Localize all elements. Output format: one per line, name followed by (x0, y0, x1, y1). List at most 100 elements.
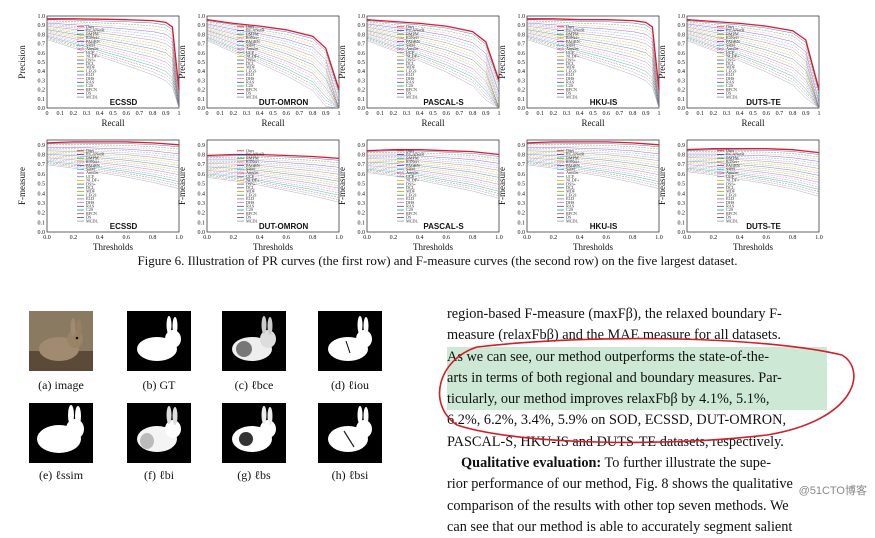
legend-entry: PiCANetR (726, 152, 744, 157)
legend-entry: NLDF+ (86, 178, 100, 183)
competitor-curve (206, 165, 340, 180)
legend-entry: MDF (86, 65, 96, 70)
y-tick-label: 0.6 (38, 172, 46, 178)
competitor-curve (526, 164, 660, 189)
competitor-curve (366, 21, 500, 87)
legend-entry: SRM (566, 167, 575, 172)
y-tick-label: 1.0 (358, 14, 366, 20)
x-tick-label: 0.5 (589, 111, 597, 117)
competitor-curve (686, 32, 820, 109)
competitor-curve (366, 26, 500, 104)
competitor-curve (46, 162, 180, 185)
competitor-curve (366, 169, 500, 194)
ours-curve (366, 149, 500, 156)
x-tick-label: 0.4 (96, 111, 104, 117)
y-tick-label: 0.0 (678, 230, 686, 236)
legend-entry: R3Net+ (86, 159, 100, 164)
competitor-curve (46, 151, 180, 164)
legend-entry: MDF (246, 189, 256, 194)
legend-entry: SRM (86, 43, 95, 48)
competitor-curve (206, 26, 340, 109)
competitor-curve (366, 157, 500, 169)
competitor-curve (526, 152, 660, 166)
legend-entry: DCL (726, 61, 735, 66)
legend-entry: RAS (86, 204, 95, 209)
y-tick-label: 0.4 (38, 191, 46, 197)
x-tick-label: 0.8 (149, 111, 157, 117)
competitor-curve (686, 20, 820, 93)
y-tick-label: 0.7 (518, 42, 526, 48)
pr-chart-hku-is: 0 0.1 0.2 0.3 0.4 0.5 0.6 0.7 0.8 0.9 1 0.0 0.1 0.2 0.… (497, 8, 665, 128)
x-axis-label: Thresholds (93, 242, 133, 252)
fmeasure-chart-pascal-s: 0.0 0.2 0.4 0.6 0.8 1.0 0.0 0.1 0.2 0.3 0.4 0.5 0.6 0… (337, 132, 505, 252)
x-tick-label: 0.3 (243, 111, 251, 117)
competitor-curve (686, 25, 820, 109)
legend-entry: RFCN (246, 211, 257, 216)
legend-entry: DCL (566, 185, 575, 190)
competitor-curve (46, 22, 180, 103)
legend-entry: MDF (726, 65, 736, 70)
y-tick-label: 0.6 (358, 51, 366, 57)
chart-svg: 0.0 0.2 0.4 0.6 0.8 1.0 0.0 0.1 0.2 0.3 0.4 0.5 0.6 0… (337, 139, 503, 252)
legend-entry: DHS (246, 200, 255, 205)
legend-entry: DCL (406, 185, 415, 190)
y-tick-label: 0.9 (358, 143, 366, 149)
legend-entry: RAS (406, 204, 415, 209)
x-tick-label: 0.8 (789, 235, 797, 241)
x-tick-label: 0.4 (96, 235, 104, 241)
x-tick-label: 0.4 (576, 235, 584, 241)
competitor-curve (686, 149, 820, 155)
competitor-curve (206, 40, 340, 109)
thumb-image (29, 311, 93, 371)
competitor-curve (206, 28, 340, 109)
legend-entry: PAGRN (566, 163, 580, 168)
dataset-title: DUTS-TE (746, 222, 781, 231)
y-tick-label: 1.0 (38, 14, 46, 20)
pr-chart-pascal-s: 0 0.1 0.2 0.3 0.4 0.5 0.6 0.7 0.8 0.9 1 0.0 0.1 0.2 0.… (337, 8, 505, 128)
legend-entry: BMPM (246, 31, 259, 36)
x-tick-label: 1 (178, 111, 181, 117)
thumb-bs (222, 403, 286, 463)
competitor-curve (686, 34, 820, 109)
legend-entry: PAGRN (246, 163, 260, 168)
competitor-curve (526, 142, 660, 148)
y-tick-label: 0.8 (358, 153, 366, 159)
legend-entry: RFCN (246, 87, 257, 92)
x-tick-label: 1.0 (335, 235, 343, 241)
competitor-curve (46, 24, 180, 109)
y-tick-label: 0.4 (358, 69, 366, 75)
x-tick-label: 0.0 (683, 235, 691, 241)
plot-frame (366, 15, 500, 109)
x-tick-label: 0.2 (390, 235, 398, 241)
y-tick-label: 0.1 (518, 97, 526, 103)
dataset-title: DUT-OMRON (259, 222, 309, 231)
competitor-curve (366, 20, 500, 84)
highlighted-line: ticularly, our method improves relaxFbβ … (447, 389, 827, 411)
x-tick-label: 0.4 (736, 111, 744, 117)
legend-entry: Ours (246, 148, 255, 153)
legend-entry: LEGS (726, 192, 737, 197)
legend-entry: SRM (246, 167, 255, 172)
x-tick-label: 0.6 (762, 111, 770, 117)
legend-entry: ELD (246, 72, 254, 77)
ours-curve (686, 148, 820, 154)
competitor-curve (366, 150, 500, 157)
y-tick-label: 0.6 (38, 51, 46, 57)
x-tick-label: 0.8 (789, 111, 797, 117)
legend-entry: C2S (406, 207, 414, 212)
competitor-curve (366, 24, 500, 97)
y-tick-label: 0.5 (198, 60, 206, 66)
competitor-curve (526, 156, 660, 173)
y-tick-label: 0.6 (358, 172, 366, 178)
legend-entry: NLDF+ (726, 54, 740, 59)
y-tick-label: 0.6 (198, 51, 206, 57)
legend-entry: DCL (86, 185, 95, 190)
bce-mask (232, 316, 276, 361)
y-tick-label: 0.4 (518, 69, 526, 75)
y-tick-label: 0.0 (198, 230, 206, 236)
legend-entry: RAS (726, 80, 735, 85)
legend-entry: DHS (86, 76, 95, 81)
legend-entry: R3Net+ (246, 159, 260, 164)
ours-curve (206, 19, 340, 90)
x-tick-label: 0.0 (203, 235, 211, 241)
